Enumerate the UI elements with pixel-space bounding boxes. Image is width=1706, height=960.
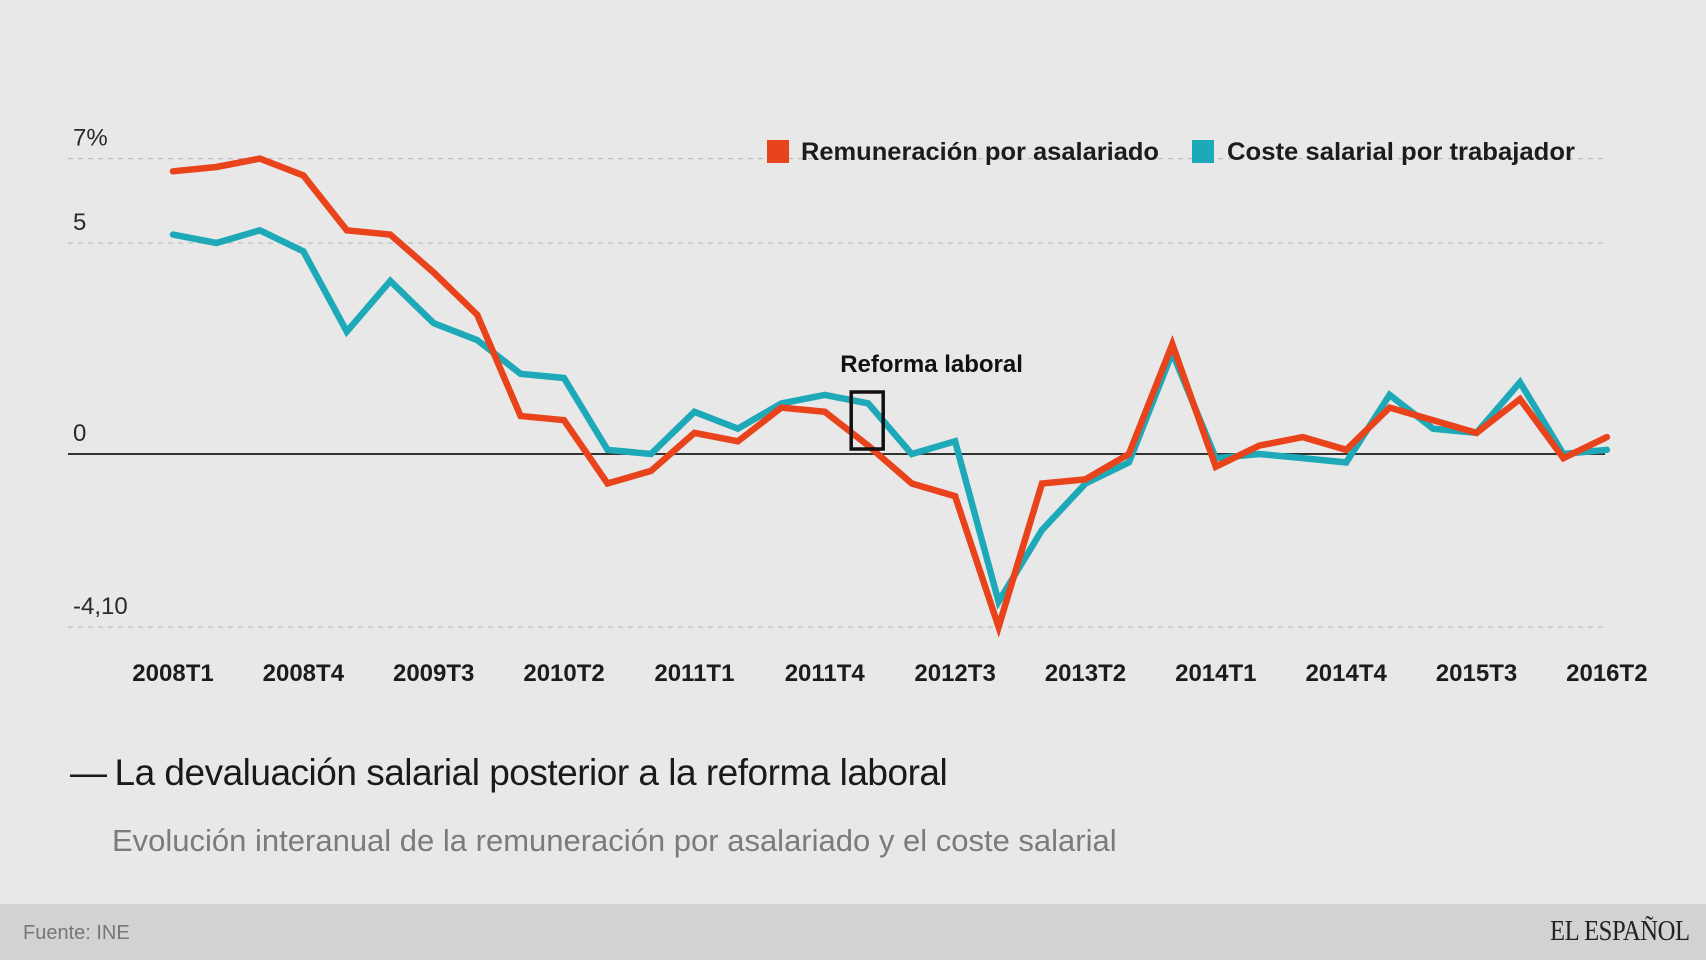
legend-label-coste: Coste salarial por trabajador (1227, 138, 1575, 166)
chart-subtitle: Evolución interanual de la remuneración … (112, 823, 1117, 858)
y-axis-ticks: 7% 5 0 -4,10 (73, 125, 128, 620)
legend-label-remuneracion: Remuneración por asalariado (801, 138, 1159, 166)
y-tick-label: 7% (73, 125, 108, 152)
x-tick-label: 2011T4 (785, 660, 866, 687)
x-tick-label: 2014T1 (1175, 660, 1256, 687)
series-lines (169, 155, 1611, 638)
title-dash: — (70, 752, 107, 793)
annotation-box (849, 390, 885, 451)
y-tick-label: -4,10 (73, 593, 128, 620)
legend: Remuneración por asalariado Coste salari… (767, 138, 1575, 166)
legend-item-coste: Coste salarial por trabajador (1192, 138, 1575, 166)
x-tick-label: 2010T2 (523, 660, 604, 687)
x-tick-label: 2008T1 (132, 660, 213, 687)
y-tick-label: 0 (73, 420, 86, 447)
legend-swatch-remuneracion (767, 140, 789, 163)
x-tick-label: 2015T3 (1436, 660, 1517, 687)
source-note: Fuente: INE (23, 922, 130, 944)
brand-logo: EL ESPAÑOL (1550, 916, 1690, 947)
gridlines (68, 157, 1605, 628)
x-tick-label: 2011T1 (654, 660, 734, 687)
x-tick-label: 2014T4 (1305, 660, 1387, 687)
x-tick-label: 2016T2 (1566, 660, 1647, 687)
legend-item-remuneracion: Remuneración por asalariado (767, 138, 1159, 166)
footer: Fuente: INE EL ESPAÑOL (0, 904, 1706, 960)
chart-title-text: La devaluación salarial posterior a la r… (114, 752, 948, 793)
series-line-remuneracion (169, 155, 1611, 638)
annotation-label: Reforma laboral (840, 351, 1023, 378)
line-chart: 7% 5 0 -4,10 2008T1 2008T4 2009T3 2010T2 2011T1… (68, 125, 1648, 687)
legend-swatch-coste (1192, 140, 1214, 163)
x-tick-label: 2012T3 (914, 660, 995, 687)
x-tick-label: 2013T2 (1045, 660, 1126, 687)
x-tick-label: 2008T4 (263, 660, 345, 687)
annotation: Reforma laboral (840, 351, 1023, 451)
chart-title: — La devaluación salarial posterior a la … (70, 752, 948, 794)
x-tick-label: 2009T3 (393, 660, 474, 687)
y-tick-label: 5 (73, 209, 86, 236)
x-axis-ticks: 2008T1 2008T4 2009T3 2010T2 2011T1 2011T4 2012… (132, 660, 1647, 687)
series-line-coste (169, 226, 1611, 610)
